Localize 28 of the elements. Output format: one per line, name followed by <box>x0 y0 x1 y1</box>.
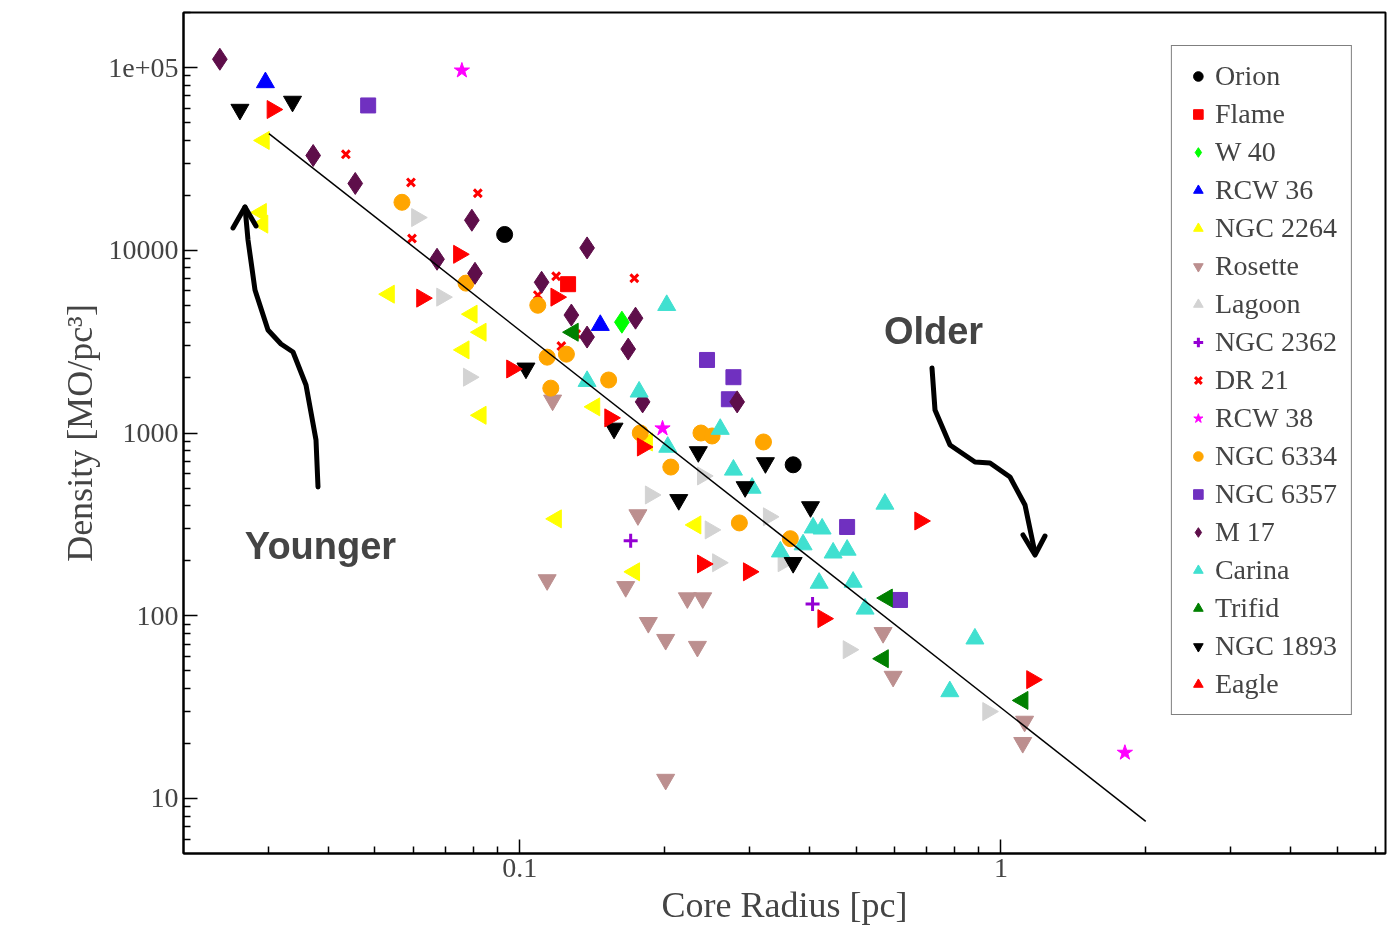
legend-label: Orion <box>1214 60 1281 92</box>
legend-label: NGC 6334 <box>1214 440 1337 472</box>
x-axis-title: Core Radius [pc] <box>661 884 908 925</box>
legend-label: W 40 <box>1214 136 1276 168</box>
x-tick-label: 1 <box>993 851 1008 883</box>
legend-label: NGC 2264 <box>1214 212 1337 244</box>
y-tick-label: 10000 <box>108 234 179 266</box>
legend-label: RCW 36 <box>1214 174 1314 206</box>
legend-label: Carina <box>1214 554 1290 586</box>
x-tick-label: 0.1 <box>502 851 538 883</box>
legend-label: NGC 2362 <box>1214 326 1337 358</box>
legend-label: Flame <box>1214 98 1285 130</box>
legend-label: NGC 6357 <box>1214 478 1337 510</box>
annotation: Younger <box>244 524 397 567</box>
legend-label: NGC 1893 <box>1214 630 1337 662</box>
legend-label: DR 21 <box>1214 364 1289 396</box>
y-tick-label: 1e+05 <box>108 51 179 83</box>
legend-label: Lagoon <box>1214 288 1301 320</box>
legend-label: Eagle <box>1214 668 1279 700</box>
y-tick-label: 1000 <box>122 417 179 448</box>
legend-label: RCW 38 <box>1214 402 1314 434</box>
y-axis-title: Density [MO/pc³] <box>60 304 101 562</box>
y-tick-label: 100 <box>136 599 179 631</box>
legend-label: Rosette <box>1214 250 1299 282</box>
legend-label: M 17 <box>1214 516 1275 548</box>
annotation: Older <box>883 309 984 352</box>
legend-label: Trifid <box>1214 592 1280 624</box>
y-tick-label: 10 <box>150 782 179 814</box>
